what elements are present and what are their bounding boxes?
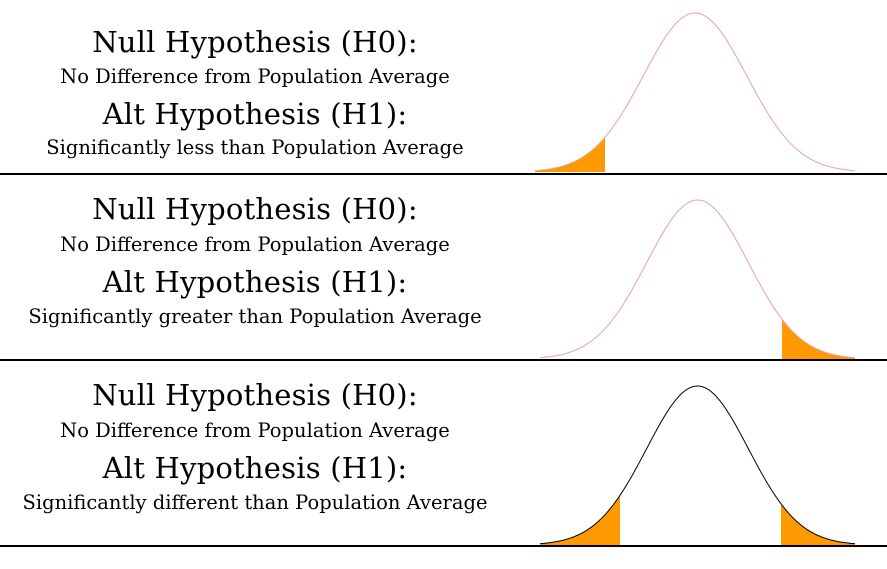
null-hypothesis-description: No Difference from Population Average — [60, 419, 450, 442]
alt-hypothesis-description: Significantly less than Population Avera… — [46, 135, 464, 159]
panel-divider — [0, 545, 887, 547]
alt-hypothesis-title: Alt Hypothesis (H1): — [102, 450, 408, 485]
normal-distribution-curve — [539, 385, 856, 545]
rejection-region-right-tail — [782, 319, 855, 359]
panel-right-tailed: Null Hypothesis (H0): No Difference from… — [0, 175, 887, 360]
panel-divider — [0, 173, 887, 175]
null-hypothesis-description: No Difference from Population Average — [60, 233, 450, 256]
rejection-region-left-tail — [535, 137, 605, 172]
panel-two-tailed: Null Hypothesis (H0): No Difference from… — [0, 361, 887, 547]
null-hypothesis-title: Null Hypothesis (H0): — [92, 378, 418, 412]
alt-hypothesis-description: Significantly different than Population … — [22, 490, 488, 514]
alt-hypothesis-title: Alt Hypothesis (H1): — [102, 264, 408, 299]
rejection-region-right-tail — [781, 503, 855, 545]
hypothesis-text: Null Hypothesis (H0): No Difference from… — [0, 28, 510, 157]
panel-divider — [0, 359, 887, 361]
null-hypothesis-title: Null Hypothesis (H0): — [92, 25, 418, 59]
null-hypothesis-title: Null Hypothesis (H0): — [92, 192, 418, 226]
hypothesis-text: Null Hypothesis (H0): No Difference from… — [0, 195, 510, 326]
hypothesis-text: Null Hypothesis (H0): No Difference from… — [0, 381, 510, 512]
alt-hypothesis-description: Significantly greater than Population Av… — [28, 304, 482, 328]
normal-distribution-curve — [534, 12, 856, 172]
rejection-region-left-tail — [540, 495, 620, 545]
alt-hypothesis-title: Alt Hypothesis (H1): — [102, 96, 408, 131]
panel-left-tailed: Null Hypothesis (H0): No Difference from… — [0, 0, 887, 174]
null-hypothesis-description: No Difference from Population Average — [60, 65, 450, 88]
normal-distribution-curve — [539, 199, 856, 359]
